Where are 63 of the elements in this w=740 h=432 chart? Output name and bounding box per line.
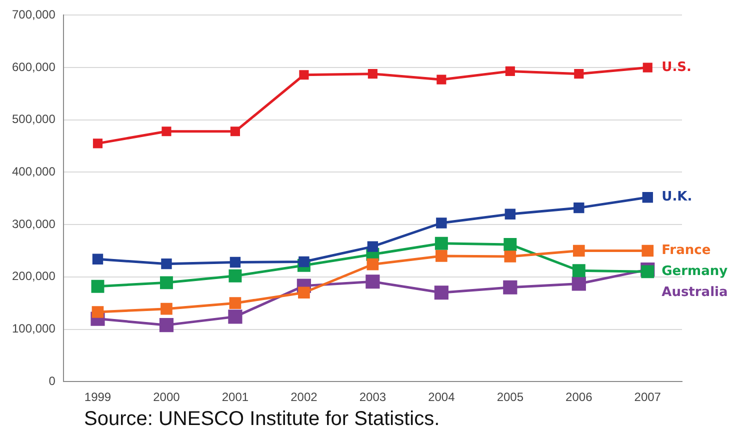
point: [230, 256, 241, 268]
point: [92, 306, 104, 318]
series-label: Germany: [662, 264, 728, 280]
y-tick-label: 300,000: [12, 216, 56, 231]
point: [159, 318, 174, 332]
x-tick-label: 2002: [290, 390, 318, 404]
point: [366, 258, 379, 270]
series-label: Australia: [662, 285, 728, 300]
point: [299, 70, 309, 80]
point: [504, 250, 516, 262]
x-tick-label: 2001: [222, 390, 249, 404]
y-tick-label: 700,000: [12, 8, 56, 22]
point: [434, 236, 448, 250]
y-tick-label: 600,000: [12, 60, 56, 74]
point: [91, 280, 104, 293]
point: [160, 302, 172, 315]
point: [366, 274, 380, 289]
point: [574, 69, 584, 79]
point: [162, 126, 172, 136]
point: [367, 241, 378, 252]
point: [298, 256, 310, 268]
point: [504, 208, 516, 220]
point: [642, 244, 654, 257]
point: [368, 69, 378, 79]
point: [436, 74, 446, 84]
x-tick-label: 2005: [496, 390, 524, 404]
point: [229, 297, 242, 310]
x-tick-label: 2007: [634, 390, 662, 404]
x-tick-label: 2003: [359, 390, 386, 404]
y-tick-label: 100,000: [12, 322, 56, 336]
y-tick-label: 500,000: [12, 112, 56, 126]
point: [505, 66, 515, 76]
y-tick-label: 400,000: [12, 164, 56, 179]
x-tick-label: 1999: [84, 390, 112, 404]
source-note: Source: UNESCO Institute for Statistics.: [84, 408, 440, 431]
point: [160, 276, 173, 290]
x-tick-label: 2004: [428, 390, 456, 404]
point: [230, 126, 240, 136]
point: [572, 264, 586, 278]
point: [572, 244, 585, 257]
series-label: U.K.: [662, 190, 692, 205]
point: [641, 265, 654, 278]
series-label: France: [662, 243, 711, 258]
point: [574, 202, 584, 214]
point: [642, 62, 652, 72]
y-tick-label: 200,000: [12, 269, 56, 284]
point: [298, 286, 310, 299]
point: [503, 280, 518, 294]
point: [228, 269, 242, 282]
point: [92, 254, 104, 264]
point: [161, 258, 172, 270]
point: [436, 250, 448, 262]
point: [436, 218, 447, 228]
y-tick-label: 0: [48, 374, 56, 388]
point: [642, 192, 653, 203]
series-label: U.S.: [662, 60, 692, 75]
x-tick-label: 2006: [566, 390, 593, 404]
point: [572, 276, 586, 291]
x-tick-label: 2000: [153, 390, 180, 404]
point: [504, 238, 517, 251]
point: [434, 286, 448, 300]
point: [228, 310, 242, 324]
point: [92, 138, 103, 148]
